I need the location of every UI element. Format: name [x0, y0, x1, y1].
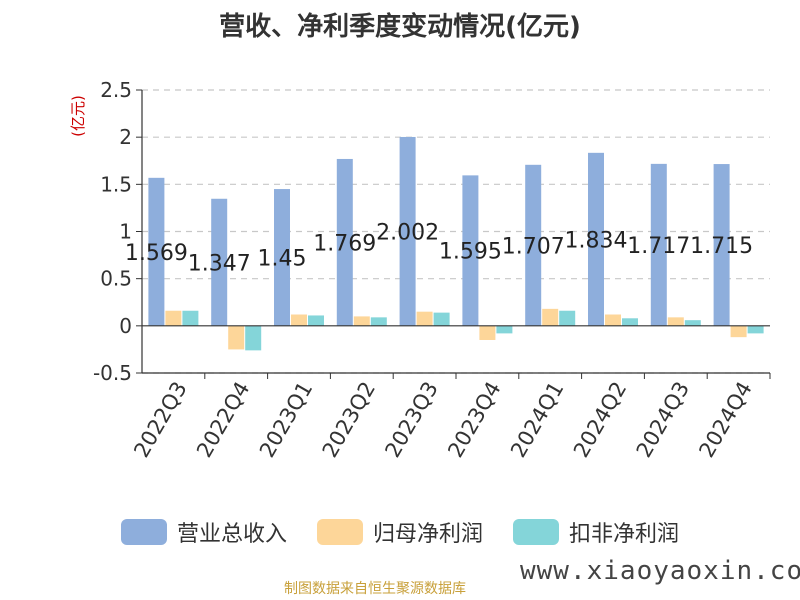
y-tick-label: 2 [119, 125, 132, 149]
bar-revenue [462, 175, 479, 326]
data-label-revenue: 1.347 [188, 251, 251, 276]
data-label-revenue: 1.45 [258, 246, 307, 271]
x-tick-label: 2023Q3 [380, 378, 442, 462]
x-tick-label: 2023Q4 [443, 378, 505, 462]
bar-deducted-profit [182, 310, 199, 326]
bar-deducted-profit [622, 318, 638, 326]
bar-deducted-profit [245, 325, 262, 351]
x-tick-label: 2024Q4 [694, 378, 756, 462]
data-label-revenue: 1.569 [125, 241, 188, 266]
legend: 营业总收入 归母净利润 扣非净利润 [0, 516, 800, 548]
bar-deducted-profit [684, 320, 701, 326]
bar-net-profit [667, 317, 684, 326]
x-tick-label: 2022Q4 [192, 378, 254, 462]
bar-net-profit [291, 314, 307, 326]
bar-revenue [650, 163, 667, 326]
legend-swatch-net-profit [316, 519, 363, 545]
legend-swatch-deducted-profit [513, 519, 559, 545]
y-axis-title: (亿元) [69, 95, 87, 137]
x-tick-label: 2024Q2 [569, 378, 631, 462]
data-label-revenue: 1.717 [627, 234, 690, 259]
legend-label-net-profit: 归母净利润 [372, 522, 483, 547]
bar-net-profit [605, 314, 621, 326]
data-label-revenue: 1.707 [502, 234, 565, 259]
legend-item-deducted-profit[interactable]: 扣非净利润 [513, 516, 679, 548]
bar-revenue [274, 189, 290, 326]
x-tick-label: 2024Q1 [506, 378, 568, 462]
x-tick-label: 2023Q2 [318, 378, 380, 462]
bar-revenue [148, 177, 165, 326]
bar-deducted-profit [496, 325, 513, 334]
y-tick-label: -0.5 [93, 361, 132, 385]
bar-deducted-profit [433, 312, 450, 326]
bar-net-profit [353, 316, 370, 326]
bar-net-profit [730, 325, 747, 338]
y-tick-label: 1 [119, 220, 132, 244]
bar-revenue [588, 152, 604, 326]
legend-label-deducted-profit: 扣非净利润 [569, 522, 680, 547]
bars [148, 136, 764, 351]
bar-net-profit [165, 310, 182, 326]
bar-net-profit [228, 325, 245, 350]
bar-deducted-profit [747, 325, 764, 334]
bar-revenue [336, 158, 353, 326]
y-tick-label: 0.5 [100, 267, 132, 291]
data-label-revenue: 2.002 [376, 220, 439, 245]
bar-deducted-profit [370, 317, 387, 326]
bar-revenue [399, 136, 416, 326]
y-tick-label: 2.5 [100, 78, 132, 102]
y-tick-label: 1.5 [100, 172, 132, 196]
bar-revenue [525, 164, 542, 326]
source-note: 制图数据来自恒生聚源数据库 [284, 581, 466, 597]
legend-label-revenue: 营业总收入 [176, 522, 287, 547]
bar-revenue [211, 198, 228, 326]
x-tick-label: 2023Q1 [255, 378, 317, 462]
bar-revenue [713, 164, 730, 326]
chart-title: 营收、净利季度变动情况(亿元) [219, 12, 581, 42]
legend-item-net-profit[interactable]: 归母净利润 [316, 516, 483, 548]
data-label-revenue: 1.769 [313, 231, 376, 256]
data-label-revenue: 1.595 [439, 240, 502, 265]
y-tick-label: 0 [119, 314, 132, 338]
bar-net-profit [479, 325, 496, 340]
bar-deducted-profit [308, 315, 324, 326]
bar-net-profit [416, 311, 433, 326]
bar-deducted-profit [559, 310, 576, 326]
bar-net-profit [542, 308, 559, 326]
data-label-revenue: 1.834 [565, 228, 628, 253]
x-tick-label: 2022Q3 [129, 378, 191, 462]
data-label-revenue: 1.715 [690, 234, 753, 259]
watermark: www.xiaoyaoxin.com [520, 556, 800, 586]
x-tick-label: 2024Q3 [632, 378, 694, 462]
legend-item-revenue[interactable]: 营业总收入 [120, 516, 287, 548]
legend-swatch-revenue [120, 519, 167, 545]
